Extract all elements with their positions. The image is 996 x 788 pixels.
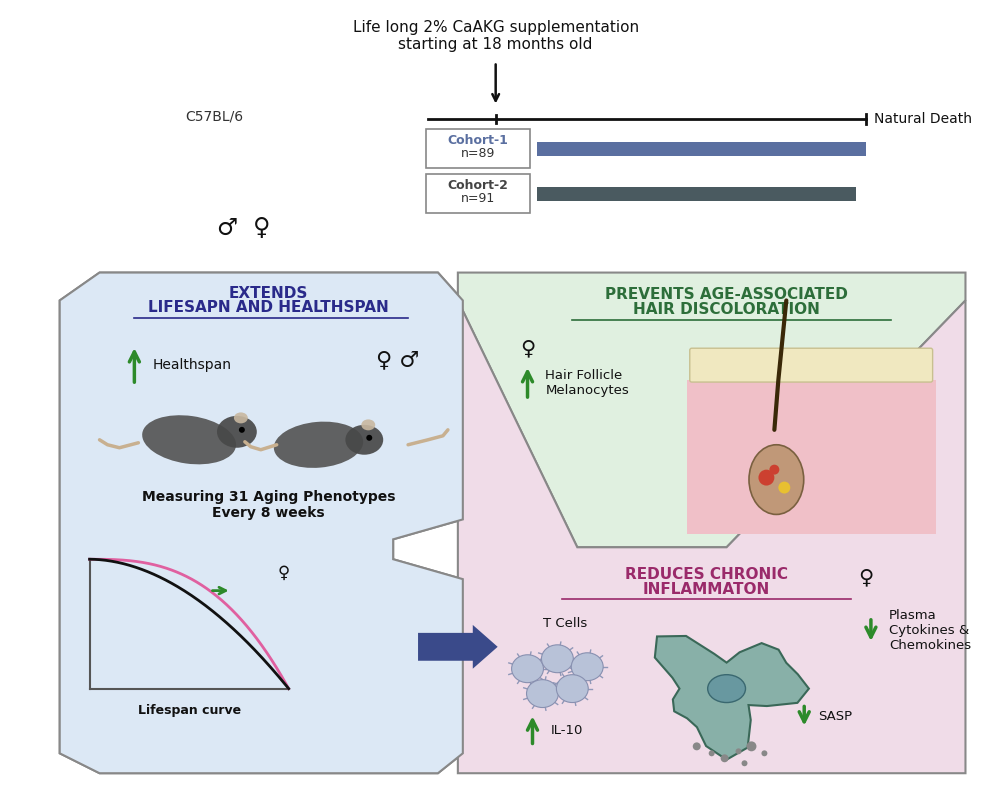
Ellipse shape	[557, 675, 589, 703]
Text: Plasma
Cytokines &
Chemokines: Plasma Cytokines & Chemokines	[888, 609, 971, 652]
Ellipse shape	[362, 419, 375, 430]
Polygon shape	[60, 273, 463, 773]
Text: Cohort-1: Cohort-1	[447, 134, 508, 147]
Text: T Cells: T Cells	[543, 617, 588, 630]
Ellipse shape	[234, 412, 248, 423]
Text: PREVENTS AGE-ASSOCIATED: PREVENTS AGE-ASSOCIATED	[606, 288, 848, 303]
Text: ♀ ♂: ♀ ♂	[376, 350, 420, 370]
Circle shape	[721, 754, 729, 762]
Ellipse shape	[708, 675, 745, 703]
Circle shape	[746, 742, 756, 751]
Circle shape	[761, 750, 767, 756]
FancyBboxPatch shape	[426, 174, 530, 213]
Ellipse shape	[142, 415, 236, 464]
Text: C57BL/6: C57BL/6	[185, 110, 243, 124]
Polygon shape	[687, 380, 935, 534]
Text: Natural Death: Natural Death	[873, 112, 972, 126]
Text: IL-10: IL-10	[551, 724, 583, 737]
Text: Hair Follicle
Melanocytes: Hair Follicle Melanocytes	[546, 369, 629, 397]
Circle shape	[769, 465, 779, 474]
Text: SASP: SASP	[818, 710, 853, 723]
Polygon shape	[60, 273, 463, 773]
Polygon shape	[458, 273, 965, 548]
Text: Life long 2% CaAKG supplementation
starting at 18 months old: Life long 2% CaAKG supplementation start…	[353, 20, 638, 52]
Text: ♂  ♀: ♂ ♀	[217, 216, 271, 240]
Bar	[538, 142, 866, 156]
Polygon shape	[654, 636, 809, 760]
Text: REDUCES CHRONIC: REDUCES CHRONIC	[625, 567, 788, 582]
Text: n=89: n=89	[460, 147, 495, 160]
Ellipse shape	[542, 645, 574, 673]
Ellipse shape	[217, 416, 257, 448]
FancyArrow shape	[418, 625, 498, 669]
Text: HAIR DISCOLORATION: HAIR DISCOLORATION	[633, 303, 820, 318]
Circle shape	[778, 481, 790, 493]
Text: ♀: ♀	[859, 567, 873, 587]
Ellipse shape	[346, 425, 383, 455]
Bar	[538, 187, 856, 201]
Ellipse shape	[527, 680, 559, 708]
Circle shape	[239, 427, 245, 433]
Ellipse shape	[572, 652, 604, 681]
Ellipse shape	[274, 422, 364, 468]
Text: Lifespan curve: Lifespan curve	[137, 704, 241, 716]
Text: EXTENDS: EXTENDS	[229, 285, 309, 300]
Text: LIFESAPN AND HEALTHSPAN: LIFESAPN AND HEALTHSPAN	[148, 300, 389, 315]
Circle shape	[736, 749, 741, 754]
Circle shape	[693, 742, 701, 750]
Polygon shape	[458, 300, 965, 773]
Text: Healthspan: Healthspan	[152, 358, 231, 372]
Text: ♀: ♀	[520, 338, 535, 359]
Circle shape	[367, 435, 373, 440]
Text: ♀: ♀	[278, 563, 290, 582]
Text: INFLAMMATON: INFLAMMATON	[643, 582, 770, 597]
Ellipse shape	[512, 655, 544, 682]
Text: Cohort-2: Cohort-2	[447, 179, 508, 192]
FancyBboxPatch shape	[690, 348, 932, 382]
Circle shape	[758, 470, 774, 485]
Ellipse shape	[749, 444, 804, 515]
Text: Measuring 31 Aging Phenotypes
Every 8 weeks: Measuring 31 Aging Phenotypes Every 8 we…	[142, 489, 395, 520]
Circle shape	[741, 760, 747, 766]
FancyBboxPatch shape	[426, 129, 530, 168]
Text: n=91: n=91	[460, 192, 495, 205]
Circle shape	[709, 750, 715, 756]
